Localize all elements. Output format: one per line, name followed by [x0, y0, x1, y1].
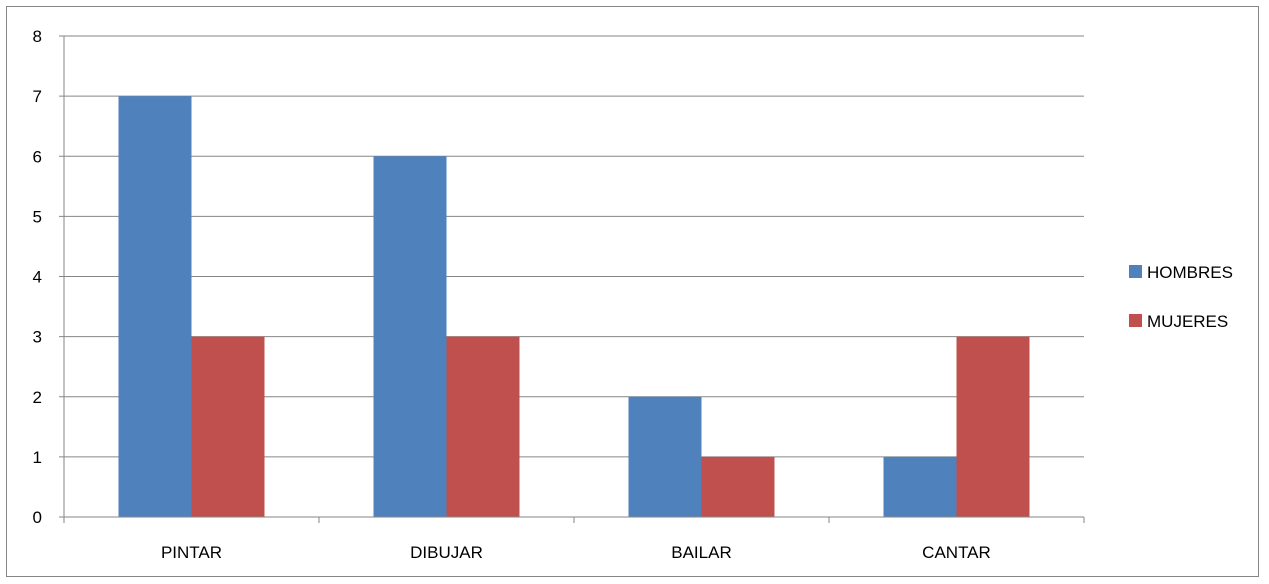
- bar-hombres-pintar: [118, 96, 192, 517]
- legend-swatch-mujeres: [1129, 314, 1142, 327]
- x-tick-label-pintar: PINTAR: [161, 543, 222, 562]
- y-axis-tick-labels: 0 1 2 3 4 5 6 7 8: [33, 27, 42, 527]
- bar-hombres-cantar: [883, 456, 957, 517]
- y-tick-label-7: 7: [33, 87, 42, 106]
- y-tick-label-6: 6: [33, 147, 42, 166]
- legend-swatch-hombres: [1129, 265, 1142, 278]
- x-tick-label-dibujar: DIBUJAR: [410, 543, 483, 562]
- y-tick-label-0: 0: [33, 508, 42, 527]
- y-tick-label-5: 5: [33, 207, 42, 226]
- y-tick-label-1: 1: [33, 448, 42, 467]
- bar-mujeres-bailar: [701, 456, 775, 517]
- x-axis-tick-labels: PINTAR DIBUJAR BAILAR CANTAR: [161, 543, 991, 562]
- bar-hombres-bailar: [628, 396, 702, 517]
- x-tick-label-bailar: BAILAR: [671, 543, 731, 562]
- y-tick-label-3: 3: [33, 328, 42, 347]
- axes: [59, 35, 1085, 523]
- bar-mujeres-cantar: [956, 336, 1030, 517]
- y-tick-label-8: 8: [33, 27, 42, 46]
- legend-label-hombres: HOMBRES: [1147, 263, 1233, 282]
- bars: [118, 96, 1030, 517]
- y-tick-label-2: 2: [33, 388, 42, 407]
- legend: HOMBRES MUJERES: [1129, 263, 1233, 331]
- y-tick-label-4: 4: [33, 268, 42, 287]
- bar-mujeres-pintar: [191, 336, 265, 517]
- bar-mujeres-dibujar: [446, 336, 520, 517]
- x-tick-label-cantar: CANTAR: [922, 543, 991, 562]
- legend-label-mujeres: MUJERES: [1147, 312, 1228, 331]
- bar-hombres-dibujar: [373, 156, 447, 517]
